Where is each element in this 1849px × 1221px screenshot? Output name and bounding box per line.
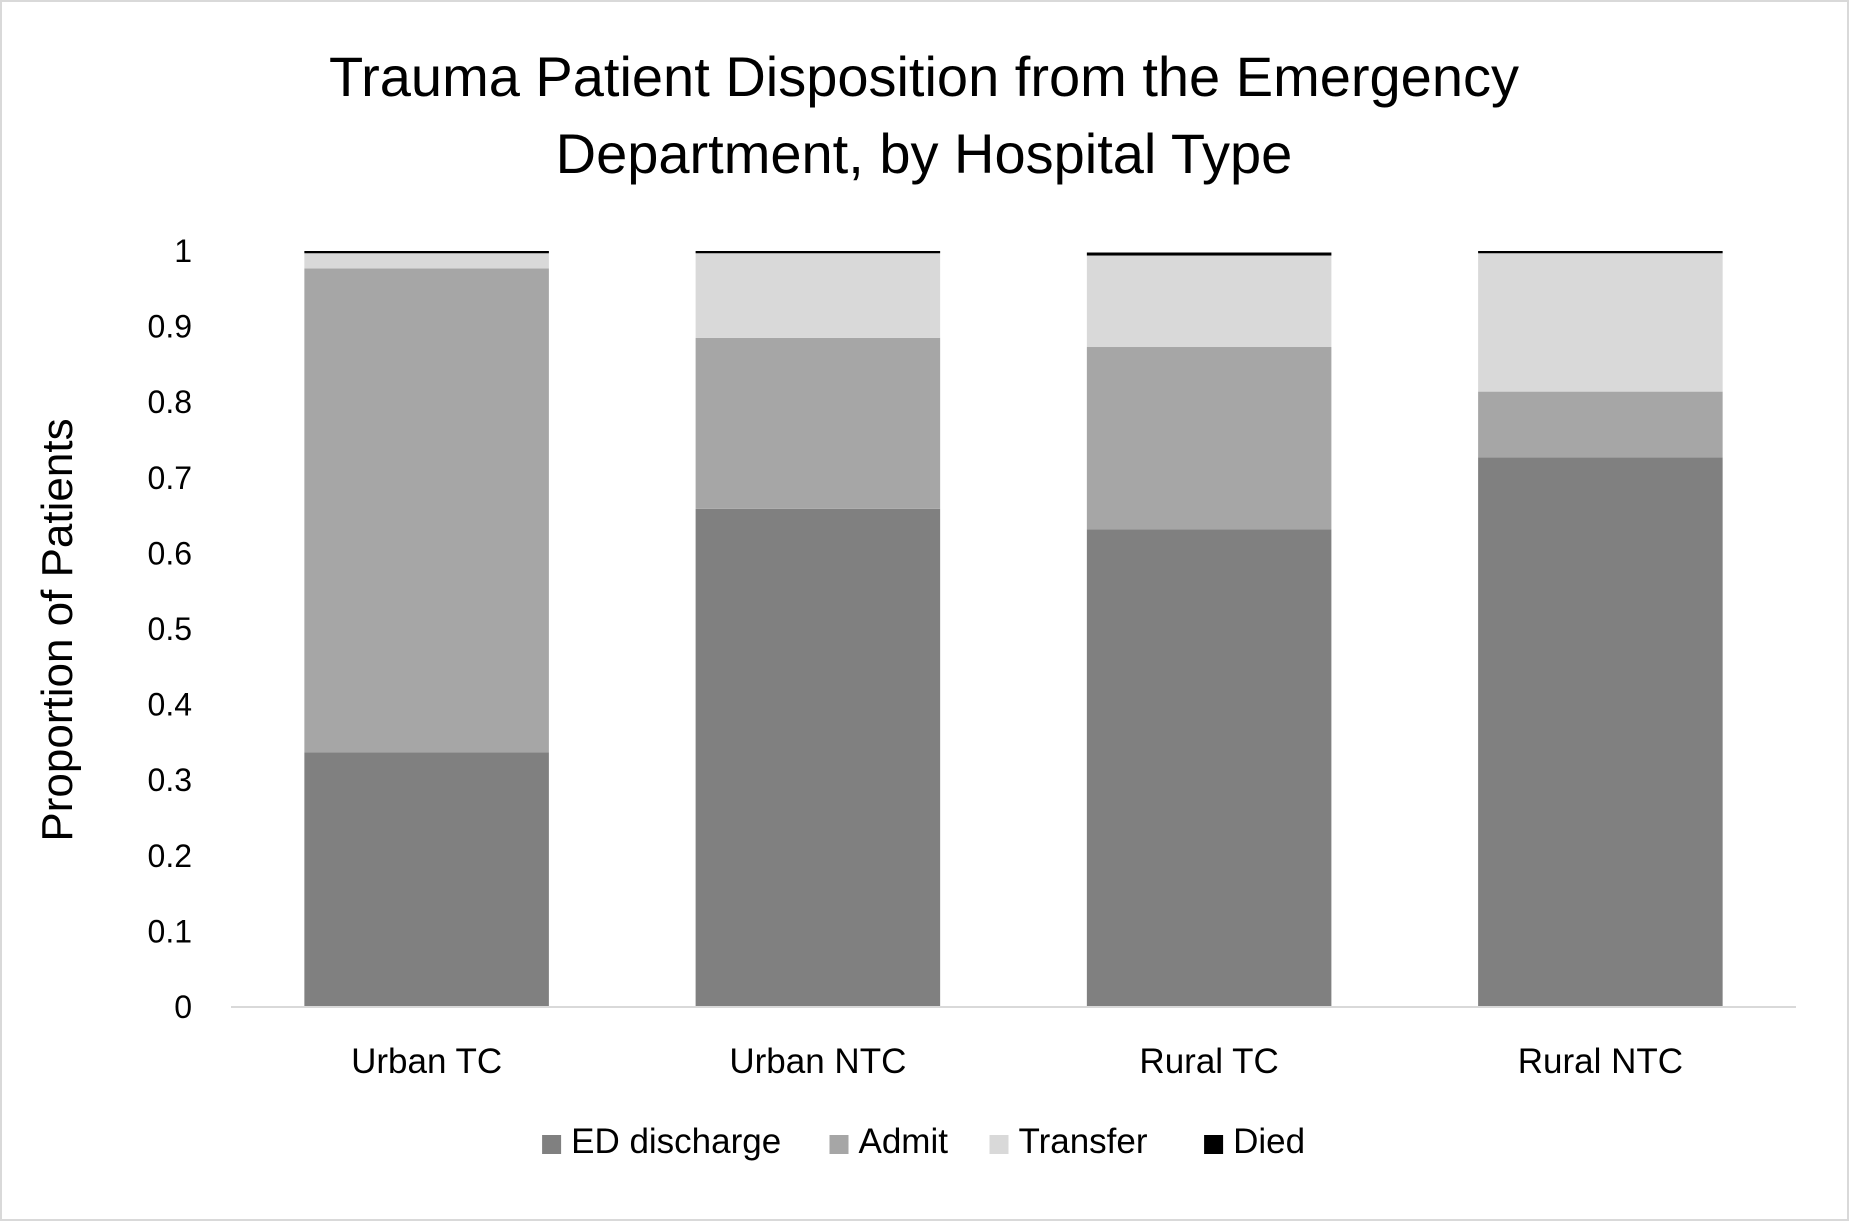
x-tick-label: Urban NTC	[729, 1042, 906, 1081]
legend-swatch-ed-discharge	[542, 1135, 562, 1154]
y-tick-label: 0.2	[148, 838, 192, 874]
bar-rural-ntc-admit	[1478, 391, 1723, 458]
legend-swatch-admit	[829, 1135, 849, 1154]
legend-label-transfer: Transfer	[1019, 1122, 1148, 1161]
bar-urban-ntc-died	[695, 251, 941, 254]
bar-rural-ntc-died	[1478, 251, 1723, 254]
bar-urban-ntc-ed-discharge	[695, 508, 941, 1007]
bar-urban-ntc-admit	[695, 337, 941, 509]
y-tick-label: 0.4	[148, 687, 192, 723]
y-tick-label: 0.9	[148, 309, 192, 345]
y-tick-label: 0.6	[148, 535, 192, 571]
bar-urban-tc-transfer	[304, 253, 549, 269]
legend-swatch-died	[1204, 1135, 1224, 1154]
y-tick-label: 0.1	[148, 913, 192, 949]
bar-urban-tc-admit	[304, 268, 549, 753]
legend-swatch-transfer	[989, 1135, 1009, 1154]
legend-item-died: Died	[1204, 1122, 1305, 1161]
y-tick-label: 0	[174, 989, 192, 1025]
y-axis-label: Proportion of Patients	[33, 418, 82, 841]
bar-rural-tc-died	[1086, 252, 1332, 256]
legend-item-ed-discharge: ED discharge	[542, 1122, 781, 1161]
legend-label-ed-discharge: ED discharge	[571, 1122, 781, 1161]
x-tick-label: Urban TC	[351, 1042, 502, 1081]
y-tick-label: 0.8	[148, 384, 192, 420]
bar-rural-tc-admit	[1086, 347, 1332, 530]
legend-item-admit: Admit	[829, 1122, 949, 1161]
bar-urban-tc-ed-discharge	[304, 752, 549, 1007]
chart-title-line-2: Department, by Hospital Type	[556, 122, 1293, 185]
x-tick-labels: Urban TC Urban NTC Rural TC Rural NTC	[351, 1042, 1683, 1081]
bar-rural-ntc-transfer	[1478, 253, 1723, 392]
legend-item-transfer: Transfer	[989, 1122, 1148, 1161]
chart-title-line-1: Trauma Patient Disposition from the Emer…	[329, 45, 1519, 108]
y-tick-label: 0.7	[148, 460, 192, 496]
legend-label-admit: Admit	[859, 1122, 949, 1161]
x-tick-label: Rural TC	[1139, 1042, 1278, 1081]
y-tick-labels: 0 0.1 0.2 0.3 0.4 0.5 0.6 0.7 0.8 0.9 1	[148, 233, 192, 1025]
bar-urban-ntc-transfer	[695, 253, 941, 338]
legend: ED discharge Admit Transfer Died	[542, 1122, 1305, 1161]
y-tick-label: 1	[174, 233, 192, 269]
x-tick-label: Rural NTC	[1518, 1042, 1683, 1081]
chart-title: Trauma Patient Disposition from the Emer…	[329, 45, 1519, 185]
bar-urban-tc-died	[304, 251, 549, 254]
bar-rural-ntc-ed-discharge	[1478, 457, 1723, 1007]
bar-rural-tc-ed-discharge	[1086, 529, 1332, 1007]
y-tick-label: 0.5	[148, 611, 192, 647]
y-tick-label: 0.3	[148, 762, 192, 798]
legend-label-died: Died	[1233, 1122, 1305, 1161]
bars-group	[304, 251, 1723, 1007]
bar-rural-tc-transfer	[1086, 255, 1332, 348]
